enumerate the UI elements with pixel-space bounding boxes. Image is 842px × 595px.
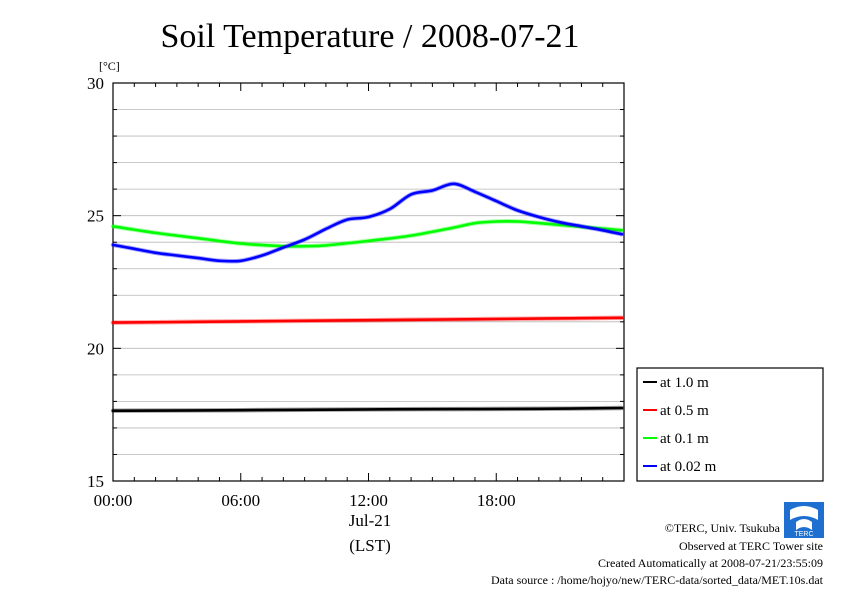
legend-label: at 0.5 m (660, 403, 709, 419)
legend-label: at 0.1 m (660, 431, 709, 447)
series-line-at-0-1-m (111, 219, 624, 248)
series-line-at-0-02-m (111, 182, 624, 263)
created-timestamp-text: Created Automatically at 2008-07-21/23:5… (598, 556, 823, 570)
logo-text: TERC (794, 531, 813, 538)
data-source-text: Data source : /home/hojyo/new/TERC-data/… (491, 573, 824, 587)
copyright-text: ©TERC, Univ. Tsukuba (665, 521, 781, 535)
legend-label: at 1.0 m (660, 375, 709, 391)
series-glow (110, 219, 625, 249)
y-axis-unit-label: [°C] (99, 59, 120, 73)
grid-lines (113, 109, 624, 455)
y-tick-label: 15 (87, 472, 104, 491)
series-lines (110, 181, 625, 413)
series-line-at-0-5-m (111, 316, 624, 324)
terc-logo: TERC (784, 502, 824, 538)
y-tick-label: 25 (87, 207, 104, 226)
legend-label: at 0.02 m (660, 459, 717, 475)
x-axis-label: (LST) (349, 536, 391, 555)
x-tick-label: 18:00 (477, 491, 516, 510)
y-tick-label: 20 (87, 339, 104, 358)
y-tick-label: 30 (87, 74, 104, 93)
x-axis-date-label: Jul-21 (349, 511, 392, 530)
x-tick-label: 06:00 (221, 491, 260, 510)
plot-frame (112, 82, 625, 482)
x-tick-label: 12:00 (349, 491, 388, 510)
chart-title: Soil Temperature / 2008-07-21 (160, 18, 579, 55)
legend: at 1.0 m at 0.5 m at 0.1 m at 0.02 m (636, 367, 824, 482)
legend-box (636, 367, 824, 482)
series-line-at-1-0-m (111, 406, 624, 412)
axis-ticks: 15 20 25 30 00:00 06:00 12:00 18:00 (87, 74, 625, 510)
x-tick-label: 00:00 (94, 491, 133, 510)
observed-site-text: Observed at TERC Tower site (679, 539, 823, 553)
